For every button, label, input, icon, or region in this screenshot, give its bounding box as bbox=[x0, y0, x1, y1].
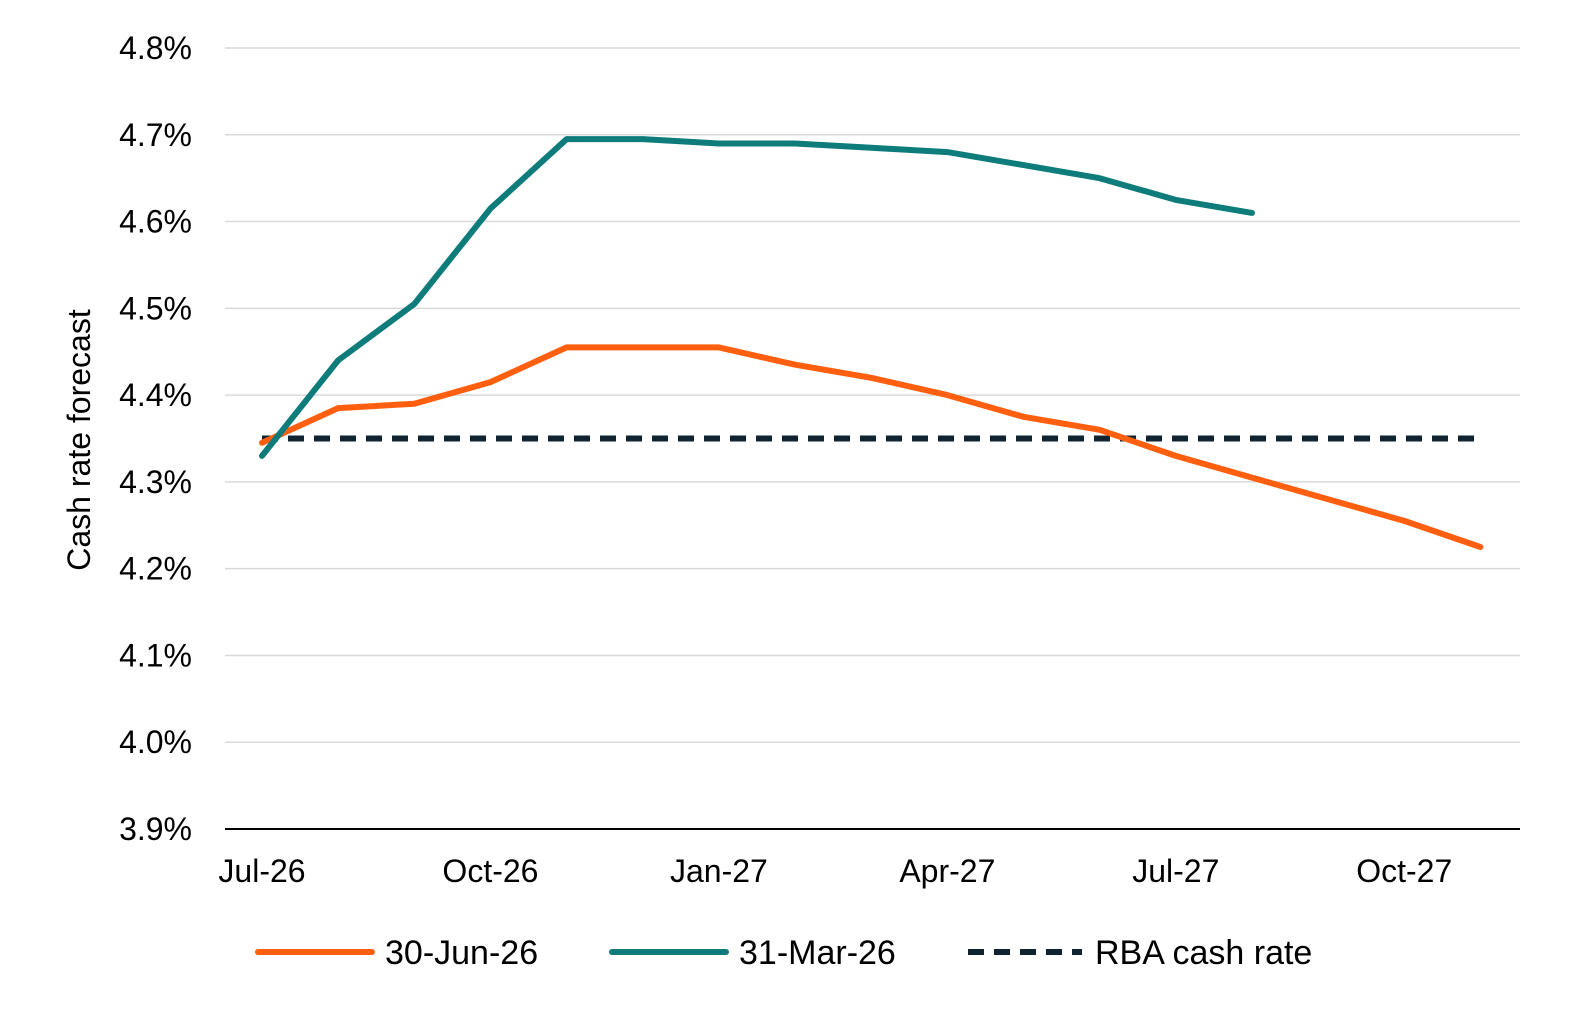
series-lines bbox=[259, 136, 1484, 550]
series-line-30-jun-26 bbox=[259, 344, 1484, 550]
y-tick-label: 4.6% bbox=[119, 204, 192, 240]
y-tick-label: 4.4% bbox=[119, 377, 192, 413]
legend: 30-Jun-26 31-Mar-26 RBA cash rate bbox=[255, 934, 1312, 972]
x-tick-label: Jul-26 bbox=[218, 853, 305, 889]
legend-label: 31-Mar-26 bbox=[739, 934, 896, 972]
x-tick-label: Oct-26 bbox=[442, 853, 538, 889]
legend-label: RBA cash rate bbox=[1095, 934, 1312, 972]
x-tick-label: Oct-27 bbox=[1356, 853, 1452, 889]
x-axis: Jul-26 Oct-26 Jan-27 Apr-27 Jul-27 Oct-27 bbox=[218, 828, 1520, 889]
y-tick-label: 4.5% bbox=[119, 290, 192, 326]
y-tick-label: 4.0% bbox=[119, 724, 192, 760]
y-tick-label: 4.1% bbox=[119, 637, 192, 673]
y-tick-label: 4.8% bbox=[119, 30, 192, 66]
series-line-31-mar-26 bbox=[259, 136, 1255, 459]
x-tick-label: Jul-27 bbox=[1132, 853, 1219, 889]
y-tick-label: 3.9% bbox=[119, 811, 192, 847]
y-tick-label: 4.3% bbox=[119, 464, 192, 500]
y-tick-label: 4.7% bbox=[119, 117, 192, 153]
y-tick-label: 4.2% bbox=[119, 551, 192, 587]
gridlines bbox=[225, 47, 1520, 743]
y-axis-ticks: 3.9% 4.0% 4.1% 4.2% 4.3% 4.4% 4.5% 4.6% 4.7% 4.8% bbox=[119, 30, 192, 847]
y-axis-title: Cash rate forecast bbox=[61, 309, 97, 571]
x-tick-label: Jan-27 bbox=[670, 853, 768, 889]
legend-label: 30-Jun-26 bbox=[385, 934, 538, 972]
x-tick-label: Apr-27 bbox=[899, 853, 995, 889]
